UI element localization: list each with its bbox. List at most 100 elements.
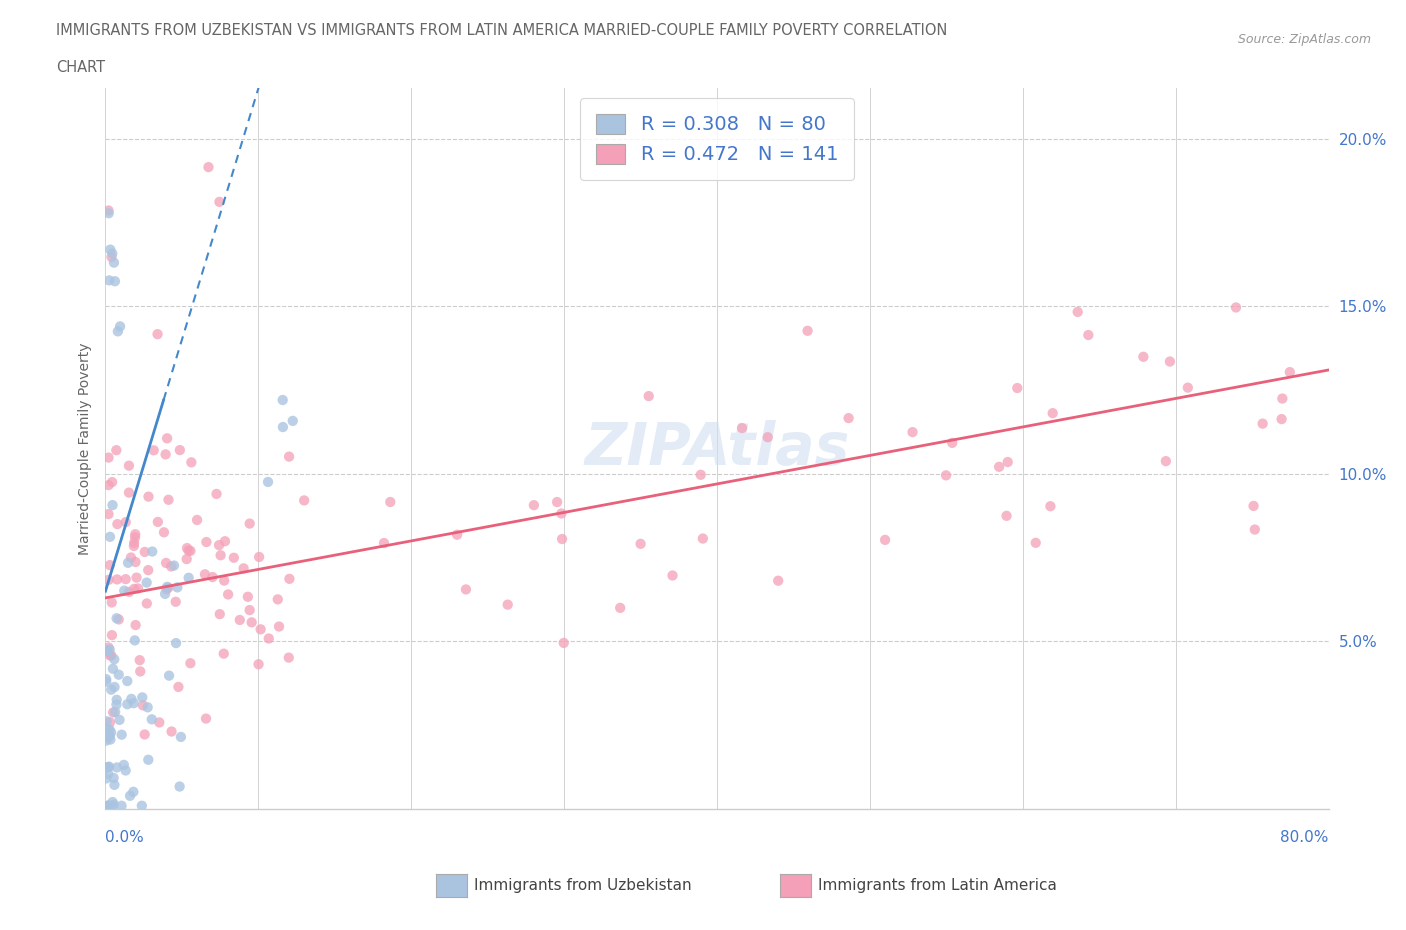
Point [132,698,155,712]
Point [214,534,236,549]
Point [186,512,208,527]
Point [97,798,120,813]
Point [97,206,120,220]
Point [208,194,231,209]
Text: ZIPAtlas: ZIPAtlas [585,420,849,477]
Point [125,570,148,585]
Point [281,414,304,429]
Point [1177,380,1199,395]
Point [756,430,779,445]
Point [124,554,146,569]
Point [205,486,228,501]
Point [212,646,235,661]
Point [236,590,259,604]
Point [103,680,125,695]
Point [546,495,568,510]
Point [155,582,177,597]
Point [195,535,218,550]
Point [97,730,120,745]
Point [98,529,121,544]
Point [217,587,239,602]
Point [114,764,136,778]
Point [96,761,118,776]
Point [98,715,121,730]
Point [146,514,169,529]
Point [105,698,128,712]
Point [176,540,198,555]
Point [101,705,124,720]
Point [153,525,176,539]
Point [107,324,129,339]
Point [995,509,1018,524]
Point [96,674,118,689]
Text: 80.0%: 80.0% [1281,830,1329,844]
Point [101,798,124,813]
Point [100,249,122,264]
Point [201,570,224,585]
Point [1077,327,1099,342]
Point [101,474,124,489]
Point [229,613,252,628]
Point [249,622,271,637]
Point [110,798,132,813]
Point [1025,536,1047,551]
Point [131,798,153,813]
Point [96,671,118,686]
Point [117,555,139,570]
Point [637,389,659,404]
Point [838,411,860,426]
Point [97,640,120,655]
Point [103,777,125,792]
Point [156,431,179,445]
Point [523,498,546,512]
Text: Immigrants from Latin America: Immigrants from Latin America [818,878,1057,893]
Point [1159,354,1181,369]
Point [96,714,118,729]
Point [1154,454,1177,469]
Point [101,661,124,676]
Point [222,551,245,565]
Point [142,443,165,458]
Point [446,527,468,542]
Point [104,273,127,288]
Point [108,712,131,727]
Point [103,770,125,785]
Point [138,489,160,504]
Point [796,324,818,339]
Point [122,536,145,551]
Point [107,667,129,682]
Point [148,715,170,730]
Point [551,532,574,547]
Point [257,474,280,489]
Point [166,580,188,595]
Point [169,443,191,458]
Point [98,558,121,573]
Point [208,606,231,621]
Point [118,485,141,500]
Point [179,656,201,671]
Point [97,760,120,775]
Point [935,468,957,483]
Point [194,567,217,582]
Point [176,551,198,566]
Point [135,596,157,611]
Point [165,594,187,609]
Point [208,538,231,552]
Point [105,572,128,587]
Point [239,516,262,531]
Point [1042,405,1064,420]
Point [1243,522,1265,537]
Point [120,691,142,706]
Point [277,650,299,665]
Point [100,648,122,663]
Point [100,725,122,740]
Point [135,575,157,590]
Point [496,597,519,612]
Point [278,571,301,586]
Point [122,696,145,711]
Point [153,587,176,602]
Point [100,595,122,610]
Point [118,458,141,473]
Point [134,544,156,559]
Point [160,559,183,574]
